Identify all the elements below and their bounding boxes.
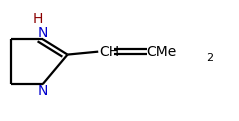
Text: CMe: CMe [147, 45, 177, 59]
Text: H: H [33, 12, 43, 26]
Text: N: N [38, 84, 48, 98]
Text: N: N [38, 26, 48, 40]
Text: 2: 2 [206, 53, 213, 63]
Text: CH: CH [99, 45, 120, 59]
